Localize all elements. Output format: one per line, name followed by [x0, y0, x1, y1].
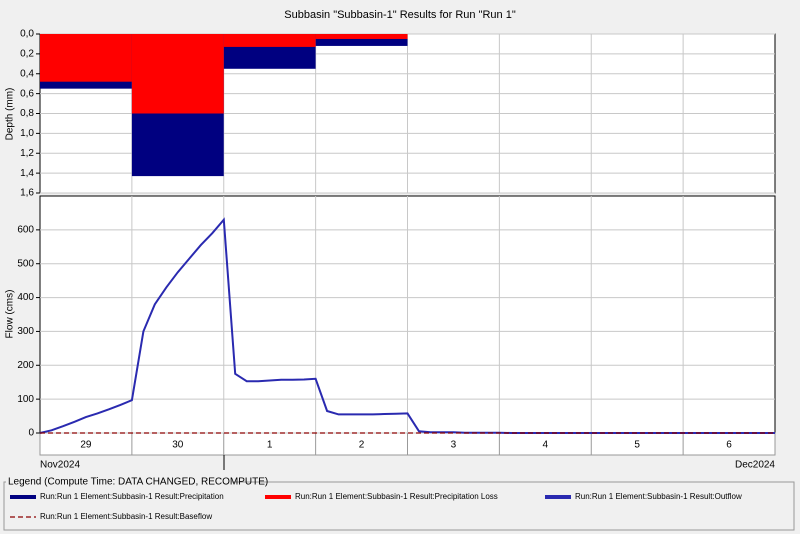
legend-label: Run:Run 1 Element:Subbasin-1 Result:Base…	[40, 512, 212, 521]
y-tick-label: 1,2	[20, 148, 34, 159]
x-tick-label: 6	[726, 440, 732, 451]
x-axis-label: Nov2024	[40, 460, 80, 471]
x-tick-label: 4	[543, 440, 549, 451]
y-axis-label: Flow (cms)	[5, 290, 16, 339]
y-tick-label: 600	[17, 224, 34, 235]
legend-title: Legend (Compute Time: DATA CHANGED, RECO…	[8, 477, 268, 488]
chart-title: Subbasin "Subbasin-1" Results for Run "R…	[284, 9, 516, 21]
legend-label: Run:Run 1 Element:Subbasin-1 Result:Prec…	[40, 492, 224, 501]
y-tick-label: 400	[17, 292, 34, 303]
x-tick-label: 30	[172, 440, 184, 451]
bar	[315, 34, 408, 39]
bar	[40, 34, 132, 82]
y-tick-label: 100	[17, 394, 34, 405]
y-tick-label: 0,4	[20, 68, 34, 79]
x-tick-label: 29	[80, 440, 92, 451]
y-tick-label: 0,6	[20, 88, 34, 99]
y-tick-label: 1,4	[20, 168, 34, 179]
y-tick-label: 0,0	[20, 29, 34, 40]
legend-label: Run:Run 1 Element:Subbasin-1 Result:Prec…	[295, 492, 498, 501]
y-tick-label: 0,2	[20, 49, 34, 60]
x-axis-label: Dec2024	[735, 460, 775, 471]
y-tick-label: 200	[17, 360, 34, 371]
bar	[131, 34, 224, 114]
y-tick-label: 0	[28, 428, 34, 439]
y-tick-label: 500	[17, 258, 34, 269]
legend-label: Run:Run 1 Element:Subbasin-1 Result:Outf…	[575, 492, 742, 501]
x-tick-label: 3	[451, 440, 457, 451]
x-tick-label: 1	[267, 440, 273, 451]
legend-box	[3, 481, 795, 531]
x-tick-label: 5	[634, 440, 640, 451]
y-tick-label: 1,0	[20, 128, 34, 139]
y-tick-label: 0,8	[20, 108, 34, 119]
legend-title-bg	[6, 477, 232, 488]
y-tick-label: 300	[17, 326, 34, 337]
bar	[315, 34, 408, 46]
y-axis-label: Depth (mm)	[5, 88, 16, 141]
x-tick-label: 2	[359, 440, 365, 451]
bar	[223, 34, 316, 47]
y-tick-label: 1,6	[20, 188, 34, 199]
